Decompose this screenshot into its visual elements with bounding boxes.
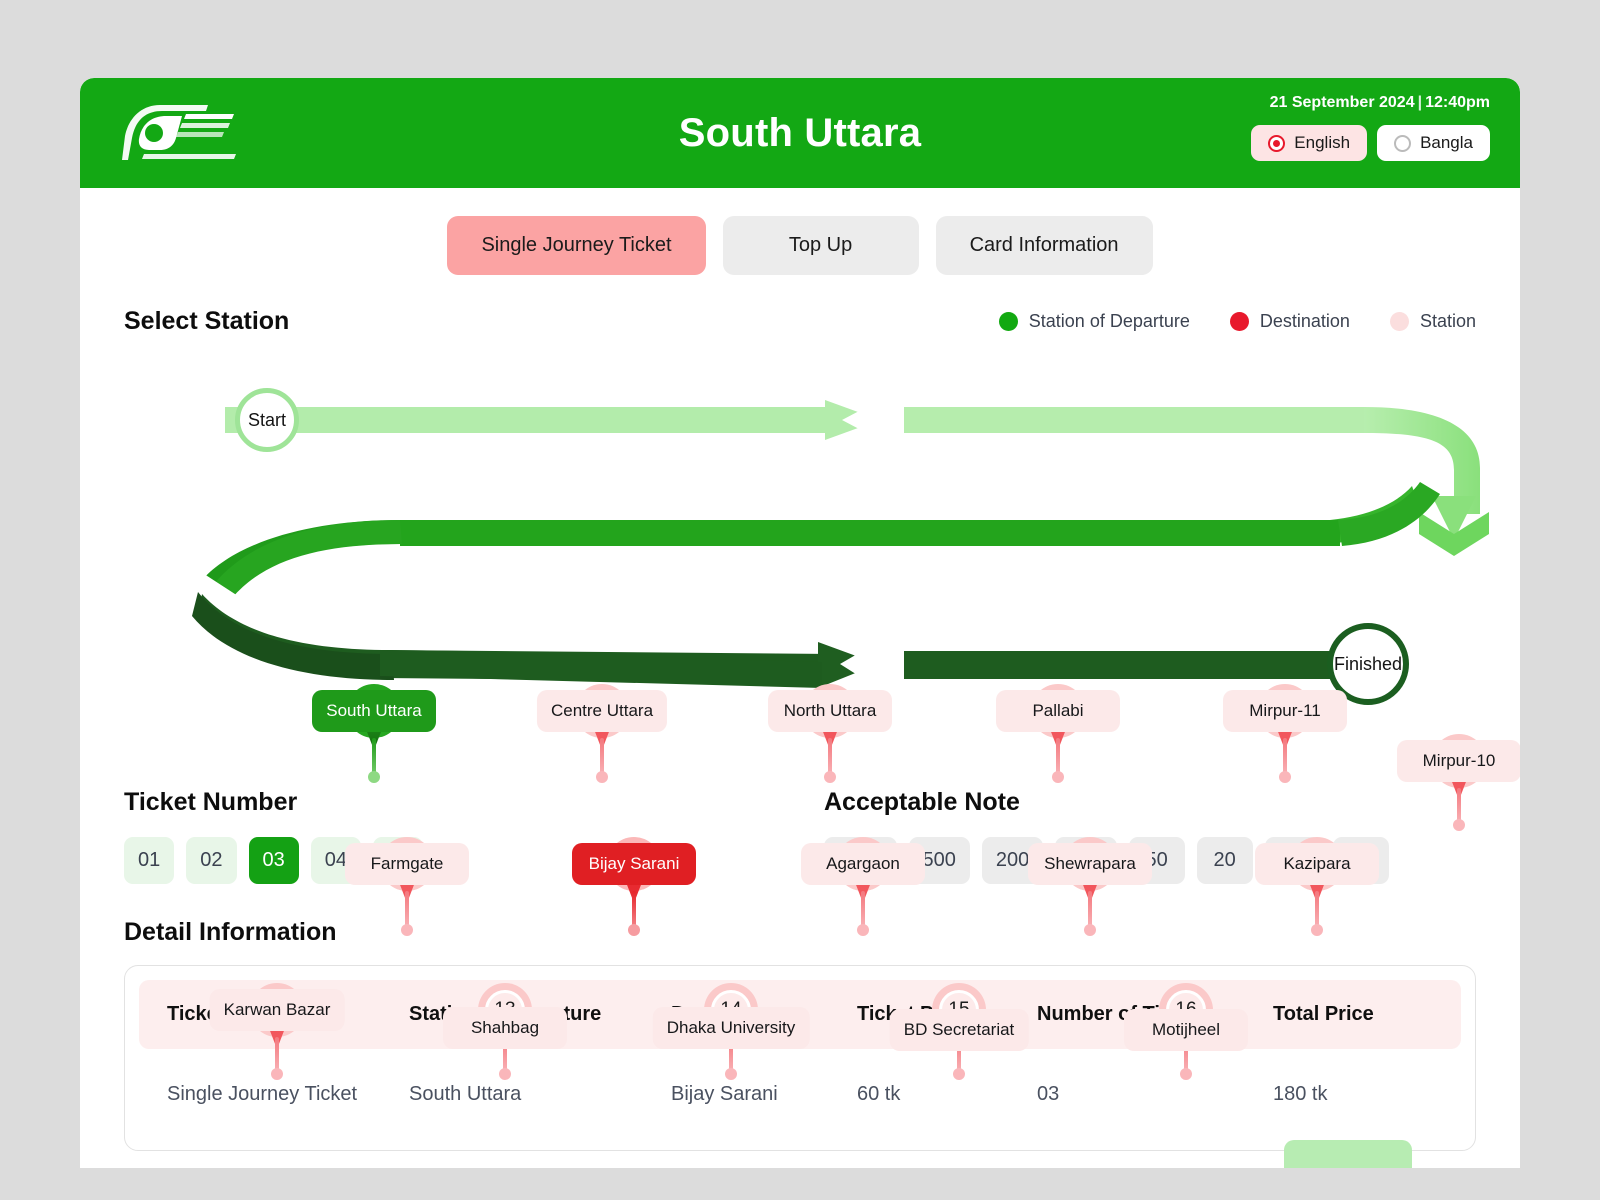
station-stem-13 — [499, 1037, 511, 1080]
ticket-number-section: Ticket Number 01 02 03 04 05 — [124, 788, 824, 884]
legend-dot-icon — [998, 312, 1018, 331]
language-option-bangla[interactable]: Bangla — [1377, 125, 1490, 161]
station-stem-11 — [401, 891, 413, 936]
kiosk-screen: South Uttara 21 September 2024 | 12:40pm E… — [80, 78, 1520, 1168]
language-switch[interactable]: English Bangla — [1251, 125, 1490, 161]
cell-number-of-ticket: 03 — [1037, 1083, 1060, 1105]
station-label-14[interactable]: Dhaka University — [652, 1007, 810, 1049]
station-stem-15 — [953, 1037, 965, 1080]
station-label-02[interactable]: Centre Uttara — [536, 690, 668, 732]
select-station-title: Select Station — [124, 307, 290, 335]
ticket-number-title: Ticket Number — [124, 788, 298, 816]
station-label-13[interactable]: Shahbag — [443, 1007, 567, 1049]
station-stem-01 — [368, 738, 380, 783]
station-label-12[interactable]: Karwan Bazar — [209, 989, 345, 1031]
station-label-07[interactable]: Kazipara — [1255, 843, 1379, 885]
station-stem-07 — [1311, 891, 1323, 936]
cell-ticket-category: Single Journey Ticket — [167, 1083, 358, 1105]
map-legend: Station of Departure Destination Station — [998, 311, 1476, 332]
cell-station-of-departure: South Uttara — [409, 1083, 522, 1105]
tab-top-up[interactable]: Top Up — [722, 216, 919, 275]
note-option-20[interactable]: 20 — [1196, 837, 1253, 884]
station-stem-12 — [271, 1037, 283, 1080]
app-header: South Uttara 21 September 2024 | 12:40pm E… — [80, 78, 1520, 188]
start-label: Start — [247, 409, 286, 430]
legend-item-destination: Destination — [1229, 311, 1350, 332]
station-label-01[interactable]: South Uttara — [312, 690, 436, 732]
tab-single-journey-ticket[interactable]: Single Journey Ticket — [447, 216, 706, 275]
station-label-09[interactable]: Agargaon — [801, 843, 925, 885]
language-option-english[interactable]: English — [1251, 125, 1368, 161]
station-stem-14 — [725, 1037, 737, 1080]
station-label-16[interactable]: Motijheel — [1124, 1009, 1248, 1051]
cell-destination: Bijay Sarani — [671, 1083, 778, 1105]
ticket-mode-tabs[interactable]: Single Journey Ticket Top Up Card Inform… — [80, 216, 1520, 275]
metro-train-icon — [122, 105, 236, 160]
column-header-total-price: Total Price — [1273, 980, 1461, 1049]
ticket-number-option-02[interactable]: 02 — [186, 837, 237, 884]
station-label-04[interactable]: Pallabi — [996, 690, 1120, 732]
station-label-15[interactable]: BD Secretariat — [889, 1009, 1029, 1051]
ticket-number-option-03[interactable]: 03 — [248, 837, 299, 884]
language-label: Bangla — [1420, 133, 1473, 152]
tab-card-information[interactable]: Card Information — [935, 216, 1153, 275]
legend-label: Station — [1419, 311, 1476, 331]
legend-label: Station of Departure — [1028, 311, 1190, 331]
station-label-10[interactable]: Bijay Sarani — [572, 843, 696, 885]
station-label-11[interactable]: Farmgate — [345, 843, 469, 885]
cell-total-price: 180 tk — [1273, 1083, 1328, 1105]
legend-item-departure: Station of Departure — [998, 311, 1190, 332]
cell-ticket-price: 60 tk — [857, 1083, 901, 1105]
station-stem-03 — [824, 738, 836, 783]
station-stem-16 — [1180, 1037, 1192, 1080]
station-stem-04 — [1052, 738, 1064, 783]
detail-information-title: Detail Information — [124, 918, 337, 946]
acceptable-note-title: Acceptable Note — [824, 788, 1020, 816]
ticket-number-options[interactable]: 01 02 03 04 05 — [124, 837, 824, 884]
station-label-03[interactable]: North Uttara — [768, 690, 892, 732]
radio-icon — [1268, 134, 1286, 152]
station-stem-05 — [1279, 738, 1291, 783]
datetime: 21 September 2024 | 12:40pm — [1251, 94, 1490, 112]
station-label-08[interactable]: Shewrapara — [1028, 843, 1152, 885]
legend-label: Destination — [1259, 311, 1350, 331]
radio-icon — [1394, 134, 1412, 152]
datetime-separator: | — [1417, 94, 1423, 111]
language-label: English — [1294, 133, 1351, 152]
header-right: 21 September 2024 | 12:40pm English Bangla — [1251, 94, 1490, 161]
time-text: 12:40pm — [1425, 94, 1490, 111]
station-label-06[interactable]: Mirpur-10 — [1397, 740, 1520, 782]
station-stem-09 — [857, 891, 869, 936]
ticket-number-option-01[interactable]: 01 — [124, 837, 175, 884]
finish-label: Finished — [1333, 653, 1403, 674]
table-row: Single Journey Ticket South Uttara Bijay… — [139, 1049, 1461, 1136]
route-start-marker: Start — [235, 388, 299, 452]
legend-dot-icon — [1229, 312, 1249, 331]
route-track — [192, 400, 1489, 688]
date-text: 21 September 2024 — [1269, 94, 1415, 111]
select-station-header: Select Station Station of Departure Dest… — [124, 307, 1476, 336]
confirm-button-partial[interactable] — [1284, 1140, 1412, 1168]
station-route-map[interactable]: Start Finished 01 South Uttara 02 Centre… — [80, 344, 1520, 1080]
page-title: South Uttara — [678, 111, 922, 155]
station-stem-10 — [628, 891, 640, 936]
station-stem-02 — [596, 738, 608, 783]
station-stem-08 — [1084, 891, 1096, 936]
station-label-05[interactable]: Mirpur-11 — [1223, 690, 1347, 732]
station-stem-06 — [1453, 788, 1465, 831]
legend-dot-icon — [1389, 312, 1409, 331]
legend-item-station: Station — [1389, 311, 1476, 332]
